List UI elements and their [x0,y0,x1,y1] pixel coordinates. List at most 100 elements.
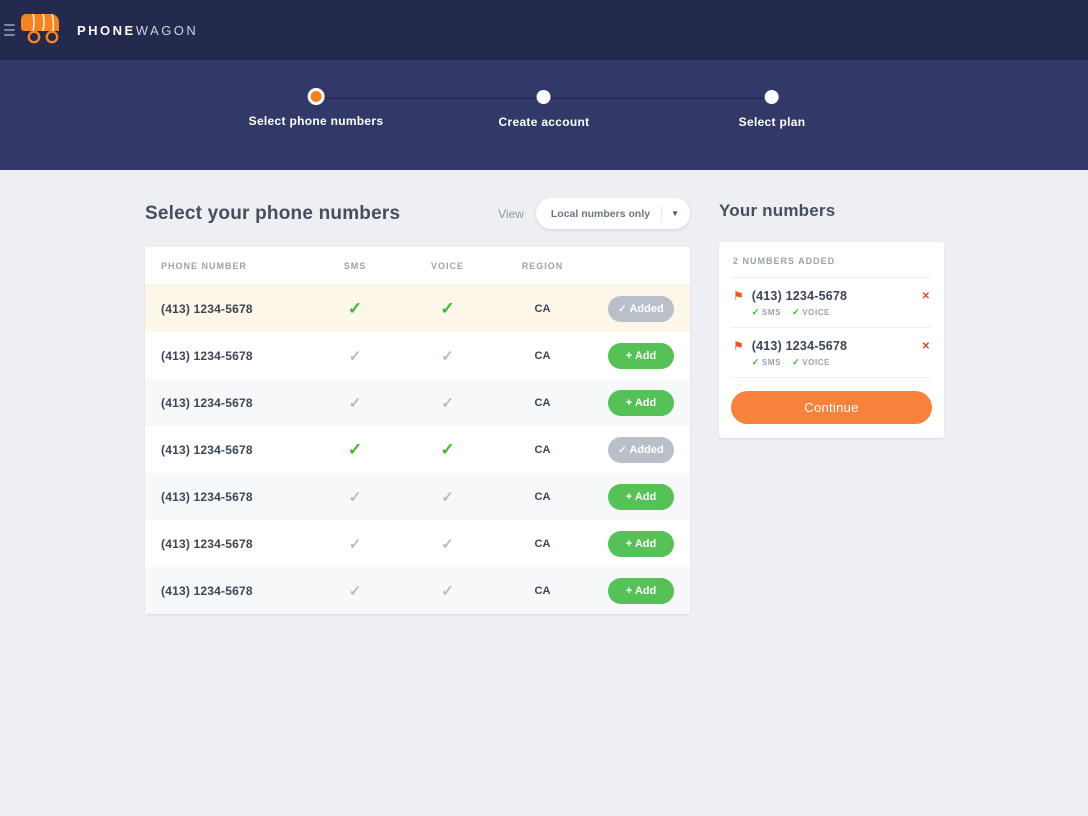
your-numbers-card: 2 NUMBERS ADDED ⚑ (413) 1234-5678 ✓ SMS ✓… [719,242,944,438]
dropdown-divider [661,205,663,222]
row-action-button[interactable]: + Add [608,389,674,416]
added-check-icon: ✓ [618,303,630,315]
main-content: Select your phone numbers View Local num… [0,170,1088,614]
voice-check-icon: ✓ [441,535,454,553]
brand-phone: PHONE [77,22,136,38]
row-phone: (413) 1234-5678 [161,489,253,504]
step-dot-icon [537,90,551,104]
row-phone: (413) 1234-5678 [161,583,253,598]
action-label: + Add [625,584,657,597]
added-number-item: ⚑ (413) 1234-5678 ✓ SMS ✓ VOICE ✕ [731,328,932,378]
your-numbers-column: Your numbers 2 NUMBERS ADDED ⚑ (413) 123… [719,192,944,614]
entry-phone: (413) 1234-5678 [751,289,848,303]
page-title: Select your phone numbers [145,202,401,224]
stepper-step[interactable]: Select plan [739,90,806,129]
row-action-button[interactable]: + Add [608,530,674,557]
table-row: (413) 1234-5678 ✓ ✓ CA + Add [145,473,690,520]
added-check-icon: ✓ [618,444,630,456]
row-action-button[interactable]: + Add [608,483,674,510]
table-row: (413) 1234-5678 ✓ ✓ CA ✓ Added [145,285,690,332]
step-dot-icon [764,90,779,104]
row-action-cell: + Add [590,530,674,557]
step-dot-icon [307,88,325,105]
number-type-dropdown[interactable]: Local numbers only ▼ [535,198,690,229]
sidebar-title: Your numbers [719,201,836,220]
brand-wagon: WAGON [135,22,199,38]
row-action-cell: + Add [590,342,674,369]
stepper-step[interactable]: Select phone numbers [248,88,384,128]
menu-icon[interactable] [4,24,15,36]
row-action-cell: ✓ Added [590,436,674,463]
step-label: Select phone numbers [248,114,384,128]
row-action-cell: + Add [590,389,674,416]
row-region: CA [534,302,551,315]
action-label: + Add [625,396,657,409]
remove-number-icon[interactable]: ✕ [921,291,930,302]
view-filter: View Local numbers only ▼ [498,198,690,229]
sms-check-icon: ✓ [347,439,363,459]
stepper: Select phone numbers Create account Sele… [249,60,805,170]
row-phone: (413) 1234-5678 [161,348,253,363]
sms-tag-check-icon: ✓ [751,357,760,367]
chevron-down-icon: ▼ [671,209,679,218]
continue-button[interactable]: Continue [731,391,932,424]
sms-check-icon: ✓ [348,488,362,506]
voice-check-icon: ✓ [441,347,454,365]
voice-check-icon: ✓ [441,488,454,506]
sms-tag-check-icon: ✓ [751,307,760,317]
sms-check-icon: ✓ [347,298,363,318]
phonewagon-logo[interactable]: PHONEWAGON [21,12,198,49]
row-action-button[interactable]: + Add [608,577,674,604]
flag-icon: ⚑ [733,339,744,353]
top-header: PHONEWAGON [0,0,1088,60]
dropdown-selected-value: Local numbers only [550,207,651,220]
entry-voice-label: VOICE [802,308,831,317]
action-label: + Add [625,490,657,503]
numbers-added-count: 2 NUMBERS ADDED [731,242,932,278]
row-region: CA [534,490,551,503]
row-region: CA [534,584,551,597]
entry-tags: ✓ SMS ✓ VOICE [752,307,922,318]
voice-check-icon: ✓ [440,439,455,459]
voice-check-icon: ✓ [441,394,454,412]
row-phone: (413) 1234-5678 [161,301,253,316]
stepper-band: Select phone numbers Create account Sele… [0,60,1088,170]
numbers-table: PHONE NUMBER SMS VOICE REGION (413) 1234… [145,247,690,614]
row-region: CA [534,396,551,409]
voice-tag-check-icon: ✓ [792,307,801,317]
action-label: Added [629,302,664,315]
step-label: Select plan [738,115,806,129]
entry-voice-tag: ✓ VOICE [792,307,830,318]
remove-number-icon[interactable]: ✕ [921,341,930,352]
entry-sms-label: SMS [761,358,782,367]
row-region: CA [534,349,551,362]
row-action-cell: + Add [590,577,674,604]
added-number-item: ⚑ (413) 1234-5678 ✓ SMS ✓ VOICE ✕ [731,278,932,328]
voice-check-icon: ✓ [441,582,454,600]
row-phone: (413) 1234-5678 [161,395,253,410]
header-sms: SMS [343,260,367,271]
action-label: + Add [625,349,657,362]
row-action-button[interactable]: ✓ Added [608,295,674,322]
table-row: (413) 1234-5678 ✓ ✓ CA + Add [145,567,690,614]
header-region: REGION [521,260,564,271]
header-voice: VOICE [430,260,464,271]
step-label: Create account [498,115,590,129]
row-action-button[interactable]: + Add [608,342,674,369]
row-action-button[interactable]: ✓ Added [608,436,674,463]
voice-check-icon: ✓ [440,298,455,318]
entry-main: (413) 1234-5678 ✓ SMS ✓ VOICE [752,289,922,318]
voice-tag-check-icon: ✓ [792,357,801,367]
stepper-step[interactable]: Create account [499,90,590,129]
row-action-cell: + Add [590,483,674,510]
view-label: View [498,206,524,221]
number-selection-column: Select your phone numbers View Local num… [145,192,690,614]
row-region: CA [534,443,551,456]
table-header-row: PHONE NUMBER SMS VOICE REGION [145,247,690,285]
sms-check-icon: ✓ [348,394,362,412]
row-action-cell: ✓ Added [590,295,674,322]
row-phone: (413) 1234-5678 [161,442,253,457]
entry-sms-label: SMS [761,308,782,317]
sms-check-icon: ✓ [348,347,362,365]
sms-check-icon: ✓ [348,582,362,600]
